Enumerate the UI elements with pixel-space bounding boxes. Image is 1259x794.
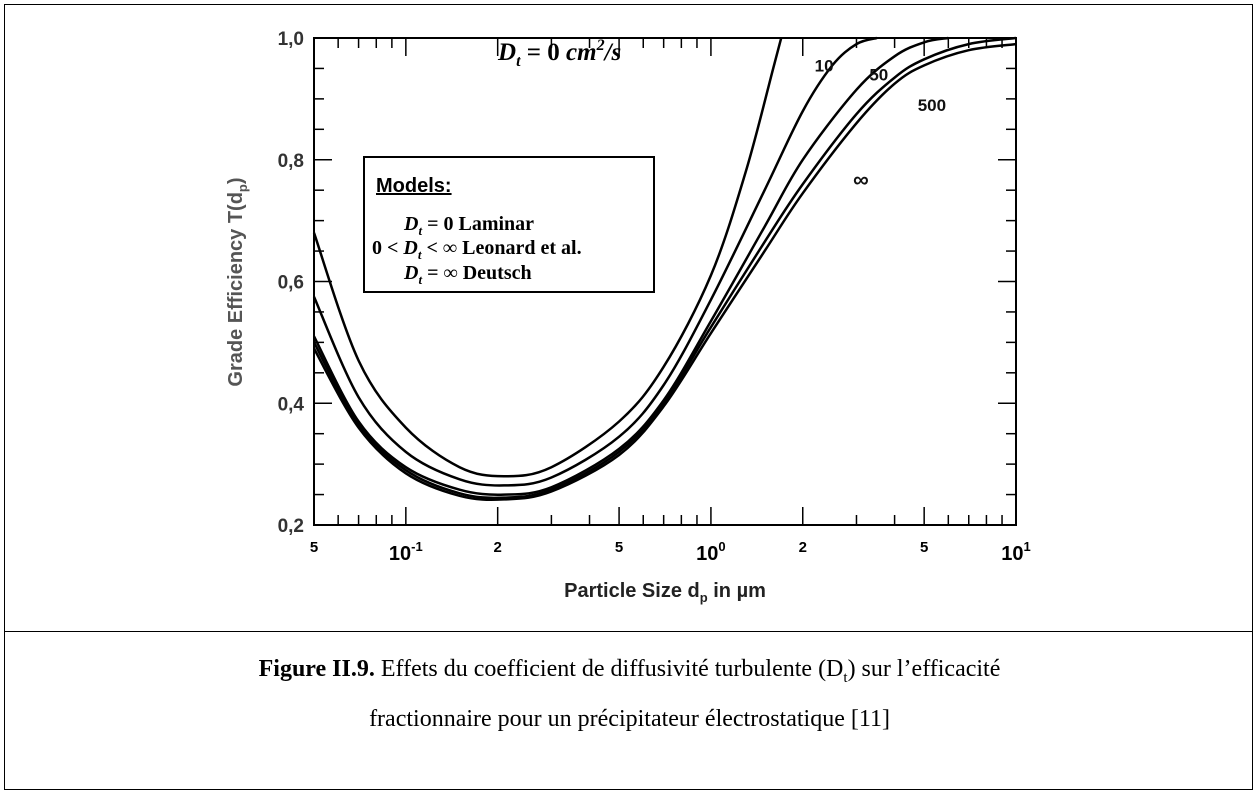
- curve-label: 10: [815, 56, 834, 75]
- x-tick-label: 2: [494, 539, 502, 556]
- curve-dt-∞: [312, 42, 1017, 501]
- x-tick-label: 10-1: [389, 539, 423, 565]
- legend-line-leonard: 0 < Dt < ∞ Leonard et al.: [372, 237, 582, 262]
- axis-ticks: [313, 37, 1017, 526]
- curve-dt-0: [312, 37, 783, 478]
- x-tick-label: 5: [310, 539, 318, 556]
- y-tick-label: 0,8: [278, 151, 304, 172]
- curve-label: ∞: [853, 167, 869, 192]
- legend-line-laminar: Dt = 0 Laminar: [403, 213, 534, 238]
- x-tick-label: 101: [1001, 539, 1030, 565]
- y-tick-label: 0,2: [278, 516, 304, 537]
- y-tick-label: 1,0: [278, 29, 304, 50]
- legend-line-deutsch: Dt = ∞ Deutsch: [403, 262, 532, 287]
- curve-dt-10: [312, 36, 878, 487]
- models-legend-box: [363, 156, 655, 293]
- figure-caption-label: Figure II.9.: [258, 656, 375, 682]
- curve-dt-50: [312, 36, 949, 496]
- legend-title: Models:: [376, 175, 452, 197]
- x-tick-label: 100: [696, 539, 725, 565]
- curves: [312, 36, 1017, 501]
- curve-label: 500: [918, 96, 946, 115]
- y-tick-label: 0,4: [278, 394, 305, 415]
- figure-frame: [4, 4, 1253, 790]
- y-tick-label: 0,6: [278, 273, 304, 294]
- curve-dt-500: [312, 36, 1017, 500]
- figure-caption-line-1: Figure II.9. Effets du coefficient de di…: [258, 656, 1001, 686]
- figure-caption-line-2: fractionnaire pour un précipitateur élec…: [369, 706, 890, 732]
- caption-divider: [4, 631, 1253, 632]
- y-axis-title: Grade Efficiency T(dp): [225, 177, 250, 386]
- x-tick-label: 2: [799, 539, 807, 556]
- x-tick-label: 5: [615, 539, 623, 556]
- x-tick-label: 5: [920, 539, 928, 556]
- tick-labels: 5 10-1 2 5 100 2 5 101 0,2 0,4 0,6 0,8 1,0 10 50 500 ∞: [278, 29, 1031, 565]
- curve-label: 50: [869, 66, 888, 85]
- x-axis-title: Particle Size dp in µm: [564, 580, 766, 605]
- top-curve-label: Dt = 0 cm2/s: [497, 37, 621, 70]
- grade-efficiency-chart: 5 10-1 2 5 100 2 5 101 0,2 0,4 0,6 0,8 1,0 10 50 500 ∞ D…: [225, 29, 1031, 605]
